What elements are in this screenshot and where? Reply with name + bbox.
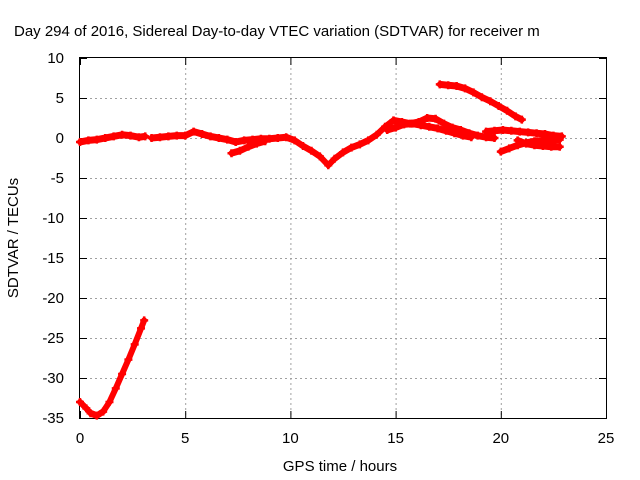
- series-trace: [227, 137, 270, 158]
- trace-segment: [548, 136, 563, 144]
- y-tick-label: 10: [47, 50, 64, 67]
- trace-segment: [255, 137, 267, 144]
- trace-segment: [358, 140, 370, 148]
- trace-segment: [101, 402, 111, 416]
- trace-segment: [484, 137, 496, 142]
- y-tick-label: -25: [42, 330, 64, 347]
- trace-segment: [442, 120, 454, 128]
- series-trace: [383, 119, 476, 142]
- series-trace: [513, 136, 564, 151]
- series-trace: [76, 316, 149, 420]
- trace-segment: [126, 344, 137, 364]
- trace-segment: [484, 133, 496, 138]
- trace-segment: [512, 113, 525, 123]
- trace-segment: [309, 147, 322, 156]
- trace-segment: [505, 107, 518, 116]
- trace-segment: [463, 84, 475, 92]
- trace-segment: [480, 93, 492, 101]
- y-tick-label: -15: [42, 250, 64, 267]
- tick-labels: 0 5 10 15 20 25 10 5 0 -5 -10 -15 -20 -25 -30 -35: [42, 50, 614, 447]
- trace-segment: [318, 152, 330, 165]
- trace-segment: [133, 328, 143, 348]
- plot-frame: [79, 57, 607, 419]
- trace-segment: [255, 141, 267, 148]
- trace-segment: [107, 388, 118, 406]
- trace-segment: [471, 88, 484, 97]
- y-tick-label: 0: [56, 130, 64, 147]
- trace-segment: [114, 374, 124, 392]
- trace-segment: [551, 132, 564, 136]
- trace-segment: [514, 112, 524, 120]
- trace-segment: [139, 320, 146, 332]
- y-tick-label: 5: [56, 90, 64, 107]
- y-tick-label: -5: [51, 170, 64, 187]
- trace-segment: [434, 115, 446, 124]
- grid: [80, 58, 606, 418]
- trace-segment: [183, 132, 196, 140]
- trace-segment: [549, 136, 562, 140]
- x-tick-label: 5: [181, 430, 189, 447]
- trace-segment: [459, 132, 475, 141]
- series-trace: [435, 80, 526, 124]
- trace-segment: [549, 140, 562, 144]
- x-tick-label: 25: [598, 430, 615, 447]
- trace-segment: [514, 116, 524, 124]
- x-tick-label: 20: [492, 430, 509, 447]
- y-tick-label: -10: [42, 210, 64, 227]
- trace-segment: [137, 136, 147, 141]
- chart-title: Day 294 of 2016, Sidereal Day-to-day VTE…: [14, 23, 540, 40]
- y-tick-label: -35: [42, 410, 64, 427]
- trace-segment: [301, 142, 313, 151]
- trace-segment: [488, 97, 501, 106]
- axis-ticks: [80, 58, 607, 419]
- x-axis-title: GPS time / hours: [283, 458, 397, 475]
- x-tick-label: 15: [387, 430, 404, 447]
- x-tick-label: 10: [282, 430, 299, 447]
- y-tick-label: -20: [42, 290, 64, 307]
- trace-segment: [497, 102, 509, 111]
- trace-segment: [120, 360, 130, 378]
- trace-segment: [135, 133, 149, 141]
- trace-segment: [238, 147, 250, 155]
- series-trace: [147, 114, 499, 170]
- trace-segment: [366, 135, 379, 144]
- trace-segment: [341, 148, 353, 156]
- trace-segment: [461, 132, 473, 137]
- trace-segment: [137, 132, 147, 137]
- series-trace: [482, 126, 566, 141]
- series-trace: [76, 130, 150, 146]
- trace-segment: [253, 138, 269, 147]
- trace-segment: [483, 134, 498, 141]
- x-tick-label: 0: [76, 430, 84, 447]
- data-series: [76, 80, 566, 420]
- y-axis-title: SDTVAR / TECUs: [5, 178, 22, 298]
- trace-segment: [461, 136, 473, 141]
- y-tick-label: -30: [42, 370, 64, 387]
- trace-segment: [293, 136, 305, 146]
- trace-segment: [333, 152, 345, 163]
